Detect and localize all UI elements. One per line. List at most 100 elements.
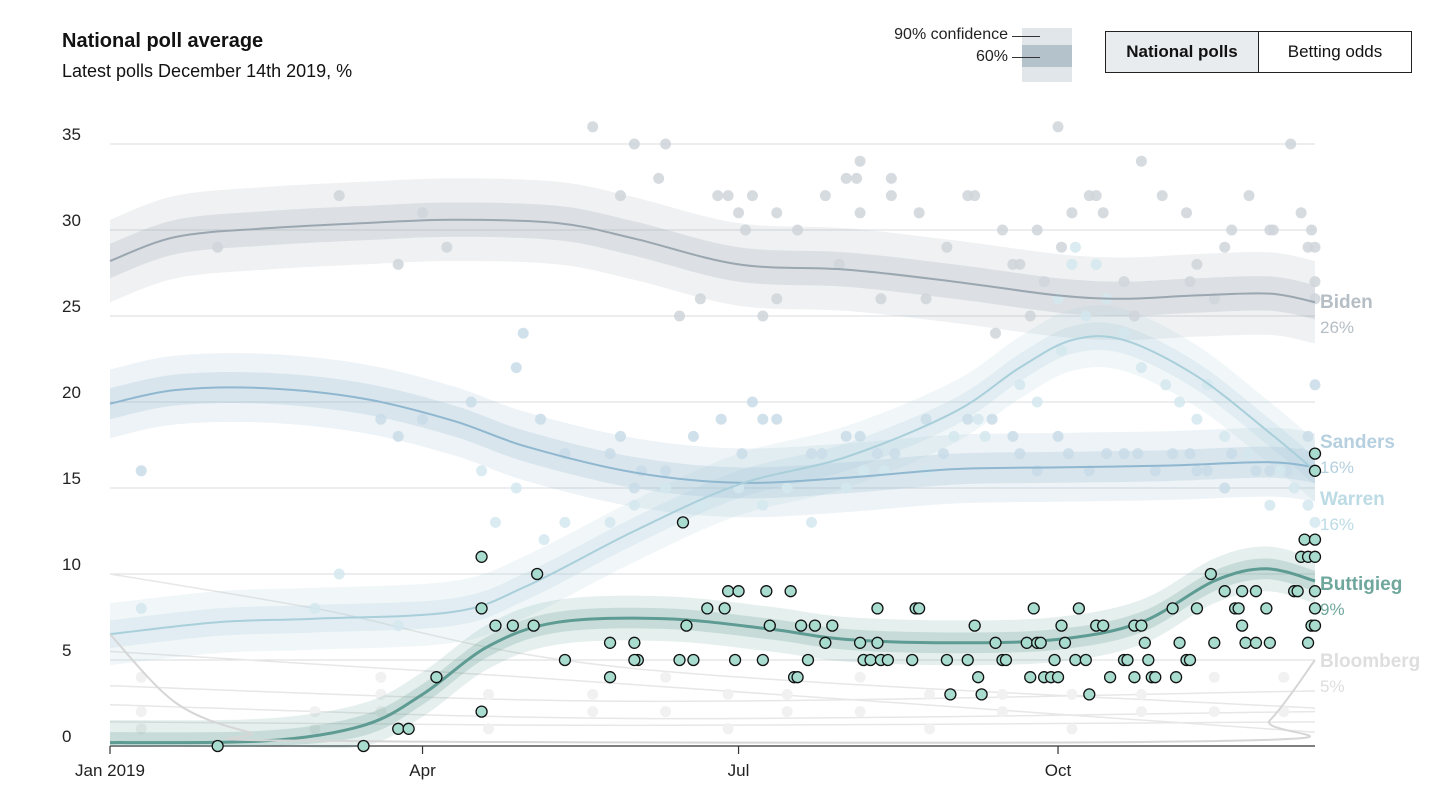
sanders-poll-point bbox=[517, 327, 529, 339]
sanders-poll-point bbox=[465, 396, 477, 408]
buttigieg-trend-line bbox=[109, 567, 1316, 745]
buttigieg-poll-point bbox=[864, 653, 877, 667]
confidence-60-label: 60% bbox=[975, 48, 1008, 65]
sanders-poll-point bbox=[889, 448, 901, 460]
buttigieg-poll-point bbox=[1138, 636, 1151, 649]
biden-poll-point bbox=[1014, 258, 1026, 270]
x-tick-label: Jan 2019 bbox=[75, 761, 145, 780]
y-tick-label: 5 bbox=[62, 641, 71, 660]
warren-poll-point bbox=[628, 499, 640, 511]
sanders-poll-point bbox=[1014, 448, 1026, 460]
buttigieg-value-label: 9% bbox=[1320, 600, 1345, 619]
sanders-poll-point bbox=[715, 413, 727, 425]
buttigieg-poll-point bbox=[1218, 585, 1231, 598]
other-poll-point bbox=[722, 688, 734, 700]
buttigieg-poll-point bbox=[1055, 619, 1068, 632]
sanders-poll-point bbox=[937, 448, 949, 460]
sanders-poll-point bbox=[1101, 448, 1113, 460]
sanders-poll-point bbox=[1201, 465, 1213, 477]
buttigieg-poll-point bbox=[628, 653, 641, 667]
y-tick-label: 25 bbox=[62, 297, 81, 316]
other-poll-point bbox=[135, 706, 147, 718]
other-poll-point bbox=[375, 671, 387, 683]
y-tick-label: 0 bbox=[62, 727, 71, 746]
biden-poll-point bbox=[1295, 207, 1307, 219]
buttigieg-poll-point bbox=[1249, 585, 1263, 598]
buttigieg-poll-point bbox=[1097, 619, 1110, 632]
biden-poll-point bbox=[614, 190, 626, 202]
other-poll-point bbox=[1135, 688, 1147, 700]
sanders-poll-point bbox=[392, 430, 404, 442]
buttigieg-poll-point bbox=[489, 619, 502, 632]
sanders-poll-point bbox=[1007, 430, 1019, 442]
warren-poll-point bbox=[1135, 362, 1147, 374]
biden-poll-point bbox=[739, 224, 751, 236]
biden-poll-point bbox=[1052, 121, 1064, 133]
other-poll-point bbox=[924, 723, 936, 735]
buttigieg-poll-point bbox=[1121, 653, 1134, 667]
biden-poll-point bbox=[417, 207, 429, 219]
buttigieg-poll-point bbox=[1308, 533, 1322, 546]
sanders-poll-point bbox=[1083, 465, 1095, 477]
buttigieg-poll-point bbox=[756, 653, 770, 667]
biden-poll-point bbox=[1309, 276, 1321, 288]
biden-poll-point bbox=[1181, 207, 1193, 219]
buttigieg-poll-point bbox=[687, 653, 700, 667]
other-candidate-line bbox=[109, 703, 1316, 720]
buttigieg-poll-point bbox=[871, 636, 884, 649]
warren-poll-point bbox=[1160, 379, 1172, 391]
other-poll-point bbox=[924, 688, 936, 700]
sanders-poll-point bbox=[805, 448, 817, 460]
buttigieg-poll-point bbox=[558, 653, 572, 667]
other-poll-point bbox=[781, 706, 793, 718]
warren-poll-point bbox=[392, 620, 404, 632]
sanders-poll-point bbox=[854, 430, 866, 442]
buttigieg-poll-point bbox=[1048, 653, 1061, 667]
buttigieg-poll-point bbox=[1027, 602, 1040, 615]
buttigieg-poll-point bbox=[784, 585, 797, 598]
biden-poll-point bbox=[1135, 155, 1147, 167]
sanders-poll-point bbox=[1184, 448, 1196, 460]
biden-poll-point bbox=[1038, 276, 1050, 288]
buttigieg-band-60 bbox=[110, 558, 1315, 747]
biden-value-label: 26% bbox=[1320, 318, 1354, 337]
biden-poll-point bbox=[674, 310, 686, 322]
warren-poll-point bbox=[1174, 396, 1186, 408]
buttigieg-poll-point bbox=[794, 619, 808, 632]
sanders-poll-point bbox=[746, 396, 758, 408]
buttigieg-poll-point bbox=[1072, 602, 1086, 615]
biden-poll-point bbox=[1243, 190, 1255, 202]
biden-poll-point bbox=[392, 258, 404, 270]
buttigieg-poll-point bbox=[603, 671, 617, 684]
buttigieg-poll-point bbox=[999, 653, 1013, 667]
sanders-poll-point bbox=[1226, 448, 1238, 460]
trend-lines bbox=[109, 218, 1316, 745]
biden-poll-point bbox=[875, 293, 887, 305]
biden-poll-point bbox=[941, 241, 953, 253]
other-poll-point bbox=[722, 723, 734, 735]
biden-poll-point bbox=[854, 155, 866, 167]
y-tick-label: 10 bbox=[62, 555, 81, 574]
warren-band-90 bbox=[110, 305, 1315, 666]
other-poll-point bbox=[660, 671, 672, 683]
betting-odds-tab[interactable]: Betting odds bbox=[1259, 32, 1411, 72]
warren-poll-point bbox=[309, 602, 321, 614]
buttigieg-poll-point bbox=[1020, 636, 1033, 649]
warren-poll-point bbox=[1031, 396, 1043, 408]
sanders-poll-point bbox=[510, 362, 522, 374]
buttigieg-poll-point bbox=[1169, 671, 1183, 684]
other-poll-point bbox=[1208, 706, 1220, 718]
buttigieg-poll-point bbox=[357, 739, 370, 753]
chart-subtitle: Latest polls December 14th 2019, % bbox=[62, 61, 353, 81]
warren-poll-point bbox=[510, 482, 522, 494]
national-polls-tab[interactable]: National polls bbox=[1106, 32, 1259, 72]
warren-poll-point bbox=[1080, 310, 1092, 322]
x-axis: Jan 2019 Apr Jul Oct bbox=[75, 746, 1072, 780]
buttigieg-poll-point bbox=[819, 636, 832, 649]
bloomberg-name-label: Bloomberg bbox=[1320, 651, 1420, 672]
biden-poll-point bbox=[1208, 293, 1220, 305]
other-poll-point bbox=[1278, 671, 1290, 683]
biden-poll-point bbox=[913, 207, 925, 219]
sanders-poll-point bbox=[1167, 448, 1179, 460]
